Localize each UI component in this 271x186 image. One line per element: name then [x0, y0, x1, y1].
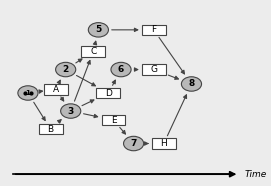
Text: 6: 6 — [118, 65, 124, 74]
Text: A: A — [53, 85, 59, 94]
Text: Time: Time — [244, 170, 267, 179]
FancyBboxPatch shape — [102, 115, 125, 125]
Circle shape — [61, 104, 81, 118]
Circle shape — [181, 77, 202, 91]
Circle shape — [111, 62, 131, 77]
Text: C: C — [90, 47, 96, 56]
FancyBboxPatch shape — [96, 88, 120, 98]
Text: 3: 3 — [67, 107, 74, 116]
Text: B: B — [47, 125, 54, 134]
Circle shape — [56, 62, 76, 77]
Circle shape — [88, 23, 108, 37]
Text: 5: 5 — [95, 25, 102, 34]
Text: 2: 2 — [63, 65, 69, 74]
Circle shape — [124, 136, 144, 151]
FancyBboxPatch shape — [81, 46, 105, 57]
Text: E: E — [111, 116, 116, 125]
FancyBboxPatch shape — [152, 138, 176, 149]
FancyBboxPatch shape — [39, 124, 63, 134]
Text: G: G — [150, 65, 157, 74]
FancyBboxPatch shape — [142, 25, 166, 35]
FancyBboxPatch shape — [44, 84, 67, 95]
Text: 8: 8 — [188, 79, 195, 89]
Text: H: H — [160, 139, 167, 148]
Text: 1: 1 — [25, 90, 30, 96]
Circle shape — [18, 86, 38, 100]
Text: D: D — [105, 89, 112, 97]
Text: F: F — [151, 25, 156, 34]
FancyBboxPatch shape — [142, 64, 166, 75]
Text: 7: 7 — [130, 139, 137, 148]
